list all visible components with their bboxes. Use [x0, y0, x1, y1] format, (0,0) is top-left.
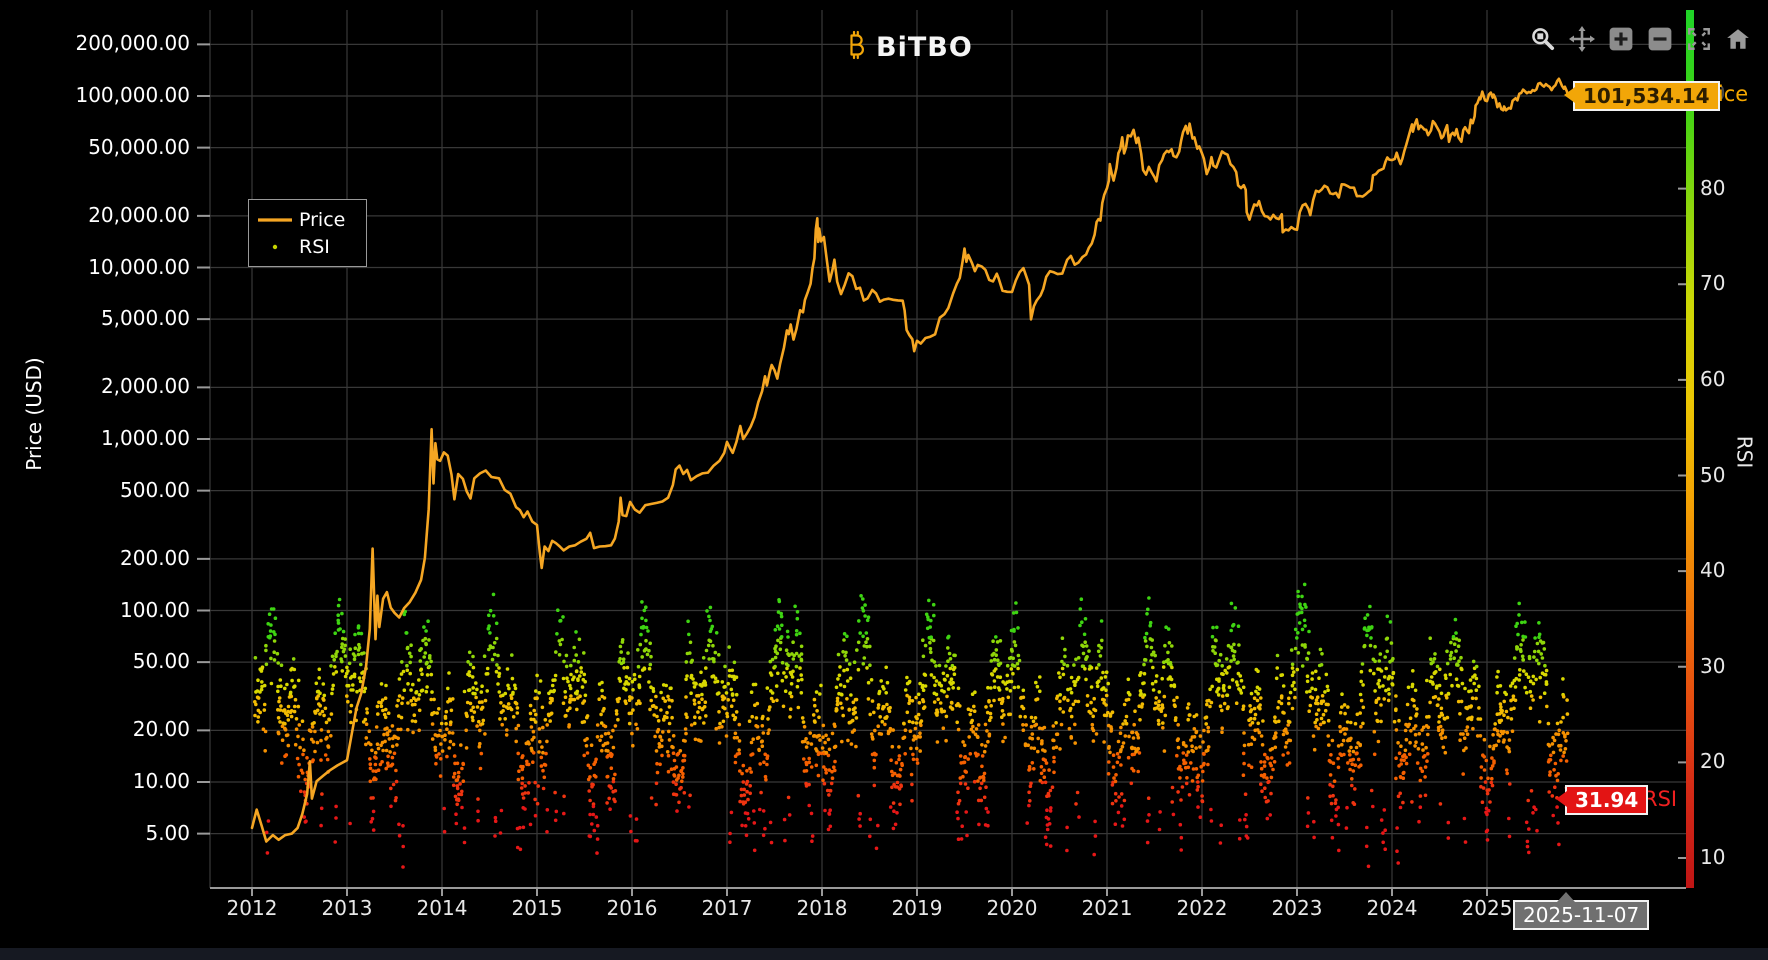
box-zoom-icon[interactable] — [1530, 26, 1556, 52]
chart-toolbar — [1530, 26, 1751, 52]
year-tick-label: 2018 — [796, 896, 848, 920]
year-tick-label: 2016 — [606, 896, 658, 920]
current-date-badge: 2025-11-07 — [1513, 892, 1650, 930]
autoscale-icon[interactable] — [1686, 26, 1712, 52]
year-axis-tick-labels: 2012 2013 2014 2015 2016 2017 2018 2019 2020 2021… — [0, 896, 1768, 922]
year-tick-label: 2012 — [226, 896, 278, 920]
legend-label-rsi: RSI — [299, 235, 330, 258]
legend-label-price: Price — [299, 208, 346, 231]
price-tick-label: 50,000.00 — [88, 134, 190, 159]
price-tick-label: 5,000.00 — [100, 306, 190, 331]
price-tick-label: 20,000.00 — [88, 202, 190, 227]
rsi-tick-label: 80 — [1700, 175, 1726, 200]
price-tick-label: 100.00 — [120, 597, 190, 622]
year-tick-label: 2021 — [1081, 896, 1133, 920]
year-tick-label: 2013 — [321, 896, 373, 920]
price-tick-label: 200,000.00 — [75, 31, 190, 56]
price-tick-label: 10.00 — [132, 769, 190, 793]
price-tick-label: 10,000.00 — [88, 254, 190, 279]
brand: BiTBO — [845, 30, 973, 64]
price-line-swatch — [257, 217, 293, 223]
price-tick-label: 500.00 — [120, 477, 190, 502]
price-tick-label: 20.00 — [132, 717, 190, 742]
rsi-tick-label: 20 — [1700, 749, 1726, 774]
rsi-axis-tick-labels: 10 20 30 40 50 60 70 80 — [1700, 0, 1760, 960]
rsi-tick-label: 40 — [1700, 558, 1726, 583]
year-tick-label: 2024 — [1366, 896, 1418, 920]
bitcoin-logo-icon — [845, 30, 867, 64]
rsi-tick-label: 10 — [1700, 845, 1726, 869]
brand-name: BiTBO — [876, 31, 973, 63]
year-tick-label: 2015 — [511, 896, 563, 920]
zoom-in-icon[interactable] — [1608, 26, 1634, 52]
price-tick-label: 200.00 — [120, 545, 190, 570]
price-tick-label: 1,000.00 — [100, 426, 190, 450]
rsi-axis-title: RSI — [1732, 435, 1757, 469]
bottom-bar — [0, 948, 1768, 960]
price-tick-label: 5.00 — [145, 820, 190, 845]
price-axis-tick-labels: 200,000.00 100,000.00 50,000.00 20,000.00 10… — [0, 0, 190, 960]
rsi-tick-label: 30 — [1700, 653, 1726, 678]
rsi-series-label: RSI — [1643, 787, 1678, 811]
current-rsi-badge: 31.94 — [1555, 785, 1649, 815]
year-tick-label: 2014 — [416, 896, 468, 920]
year-tick-label: 2017 — [701, 896, 753, 920]
legend-item-rsi[interactable]: RSI — [249, 233, 366, 260]
reset-home-icon[interactable] — [1725, 26, 1751, 52]
rsi-tick-label: 70 — [1700, 271, 1726, 296]
rsi-tick-label: 60 — [1700, 366, 1726, 391]
legend-item-price[interactable]: Price — [249, 206, 366, 233]
price-axis-title: Price (USD) — [21, 357, 46, 471]
legend: Price RSI — [248, 199, 367, 267]
current-price-badge: 101,534.14 — [1564, 80, 1720, 111]
price-tick-label: 2,000.00 — [100, 374, 190, 399]
year-tick-label: 2019 — [891, 896, 943, 920]
zoom-out-icon[interactable] — [1647, 26, 1673, 52]
price-tick-label: 100,000.00 — [75, 83, 190, 107]
year-tick-label: 2023 — [1271, 896, 1323, 920]
pan-icon[interactable] — [1569, 26, 1595, 52]
rsi-dot-swatch — [257, 243, 293, 251]
year-tick-label: 2025 — [1461, 896, 1513, 920]
year-tick-label: 2020 — [986, 896, 1038, 920]
price-tick-label: 50.00 — [132, 649, 190, 674]
year-tick-label: 2022 — [1176, 896, 1228, 920]
rsi-tick-label: 50 — [1700, 462, 1726, 487]
